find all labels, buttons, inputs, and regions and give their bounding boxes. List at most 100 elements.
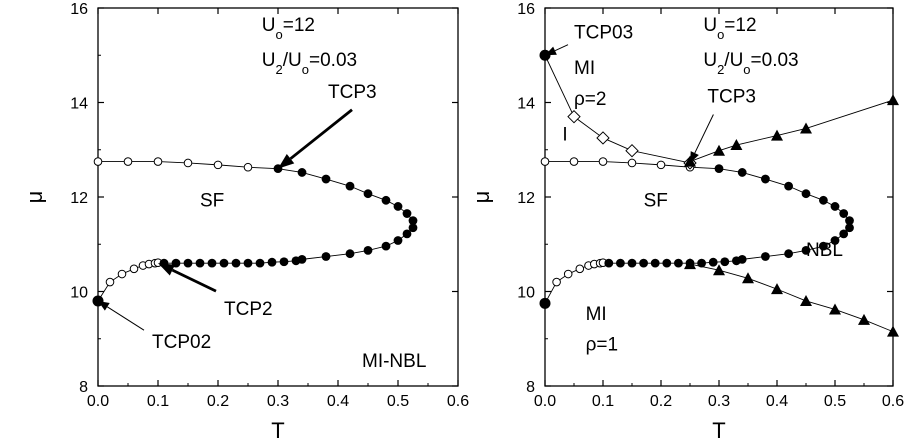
region-label: MI bbox=[586, 304, 607, 325]
filled-circle-point bbox=[402, 229, 412, 239]
filled-circle-point bbox=[402, 209, 412, 218]
annotation-arrowhead bbox=[545, 46, 557, 56]
filled-triangle-point bbox=[713, 144, 725, 156]
open-circle-point bbox=[627, 158, 637, 168]
open-circle-point bbox=[93, 157, 103, 166]
filled-circle-point bbox=[381, 241, 391, 251]
y-tick-label: 8 bbox=[79, 379, 88, 396]
x-tick-label: 0.0 bbox=[534, 393, 556, 410]
filled-circle-point bbox=[195, 258, 205, 268]
open-circle-point bbox=[569, 157, 579, 166]
filled-triangle-point bbox=[800, 294, 812, 306]
filled-circle-point bbox=[650, 258, 660, 268]
filled-triangle-point bbox=[858, 313, 870, 325]
filled-circle-point bbox=[231, 258, 241, 268]
filled-circle-point bbox=[408, 216, 418, 226]
region-label: I bbox=[562, 124, 567, 145]
filled-circle-point bbox=[708, 257, 718, 267]
filled-triangle-point bbox=[887, 94, 899, 106]
open-circle-point bbox=[183, 158, 193, 168]
x-tick-label: 0.2 bbox=[650, 393, 672, 410]
left-panel: 0.0 0.1 0.2 0.3 0.4 0.5 0.6 8 10 12 14 16 Tμ Uo=12 U2/… bbox=[22, 1, 469, 443]
filled-circle-point bbox=[279, 257, 289, 267]
x-tick-label: 0.1 bbox=[592, 393, 614, 410]
filled-circle-point bbox=[830, 202, 840, 211]
y-tick-label: 12 bbox=[70, 190, 88, 207]
filled-circle-point bbox=[714, 164, 724, 174]
open-diamond-point bbox=[567, 109, 581, 124]
filled-circle-point bbox=[363, 189, 373, 199]
x-tick-label: 0.5 bbox=[387, 393, 409, 410]
open-circle-point bbox=[153, 157, 163, 166]
filled-circle-point bbox=[627, 258, 637, 268]
annotation-arrowhead bbox=[690, 151, 699, 163]
parameter-label: U2/Uo=0.03 bbox=[703, 50, 798, 77]
annotation-label: TCP3 bbox=[328, 82, 377, 103]
filled-circle-point bbox=[839, 229, 849, 239]
annotation-arrow bbox=[171, 268, 217, 293]
open-circle-point bbox=[540, 157, 550, 166]
filled-circle-point bbox=[381, 195, 391, 205]
open-circle-point bbox=[123, 157, 133, 166]
annotation-arrowhead bbox=[278, 153, 295, 169]
annotation-label: TCP3 bbox=[707, 87, 756, 108]
filled-circle-point bbox=[393, 202, 403, 211]
region-label: ρ=2 bbox=[574, 89, 606, 110]
filled-circle-point bbox=[291, 256, 301, 266]
filled-circle-point bbox=[219, 258, 229, 268]
sf-boundary-line bbox=[97, 161, 414, 302]
x-tick-label: 0.4 bbox=[327, 393, 349, 410]
x-axis-label: T bbox=[712, 418, 725, 443]
y-tick-label: 16 bbox=[517, 1, 535, 18]
filled-circle-point bbox=[363, 245, 373, 255]
filled-circle-point bbox=[321, 174, 331, 184]
x-tick-label: 0.0 bbox=[87, 393, 109, 410]
annotation-label: TCP02 bbox=[152, 332, 211, 353]
y-tick-label: 12 bbox=[517, 190, 535, 207]
y-tick-label: 10 bbox=[517, 285, 535, 302]
phase-boundary-line bbox=[689, 263, 894, 333]
y-tick-label: 10 bbox=[70, 285, 88, 302]
open-circle-point bbox=[656, 160, 666, 170]
filled-circle-point bbox=[393, 236, 403, 245]
filled-triangle-point bbox=[771, 129, 783, 141]
x-tick-label: 0.1 bbox=[147, 393, 169, 410]
y-tick-label: 14 bbox=[517, 96, 535, 113]
region-label: SF bbox=[644, 190, 668, 211]
filled-circle-point bbox=[819, 195, 828, 205]
open-circle-point bbox=[105, 277, 115, 287]
open-circle-point bbox=[598, 157, 608, 166]
filled-circle-point bbox=[761, 174, 770, 184]
region-label: SF bbox=[200, 190, 224, 211]
annotation-label: TCP2 bbox=[224, 299, 273, 320]
filled-circle-point bbox=[255, 258, 265, 268]
parameter-label: Uo=12 bbox=[703, 15, 756, 42]
annotation-arrow bbox=[107, 306, 145, 331]
open-circle-point bbox=[213, 160, 223, 170]
y-tick-label: 14 bbox=[70, 96, 88, 113]
filled-circle-point bbox=[732, 256, 741, 266]
open-circle-point bbox=[563, 269, 573, 279]
y-axis-label: μ bbox=[469, 191, 494, 204]
filled-circle-point bbox=[662, 258, 672, 268]
x-tick-label: 0.2 bbox=[207, 393, 229, 410]
filled-triangle-point bbox=[742, 272, 754, 284]
filled-circle-point bbox=[345, 249, 355, 259]
x-axis-label: T bbox=[271, 418, 284, 443]
filled-triangle-point bbox=[684, 258, 696, 270]
filled-circle-point bbox=[737, 168, 747, 177]
filled-circle-point bbox=[183, 258, 193, 268]
filled-circle-point bbox=[345, 181, 355, 191]
open-circle-point bbox=[575, 264, 585, 274]
x-tick-label: 0.5 bbox=[824, 393, 846, 410]
filled-triangle-point bbox=[771, 283, 783, 295]
region-label: ρ=1 bbox=[586, 335, 618, 356]
region-label: MI-NBL bbox=[362, 351, 426, 372]
phase-boundary-line bbox=[689, 99, 894, 162]
filled-triangle-point bbox=[829, 303, 841, 315]
filled-triangle-point bbox=[887, 325, 899, 337]
region-label: MI bbox=[574, 58, 595, 79]
filled-circle-point bbox=[604, 258, 614, 268]
annotation-label: TCP03 bbox=[574, 23, 633, 44]
